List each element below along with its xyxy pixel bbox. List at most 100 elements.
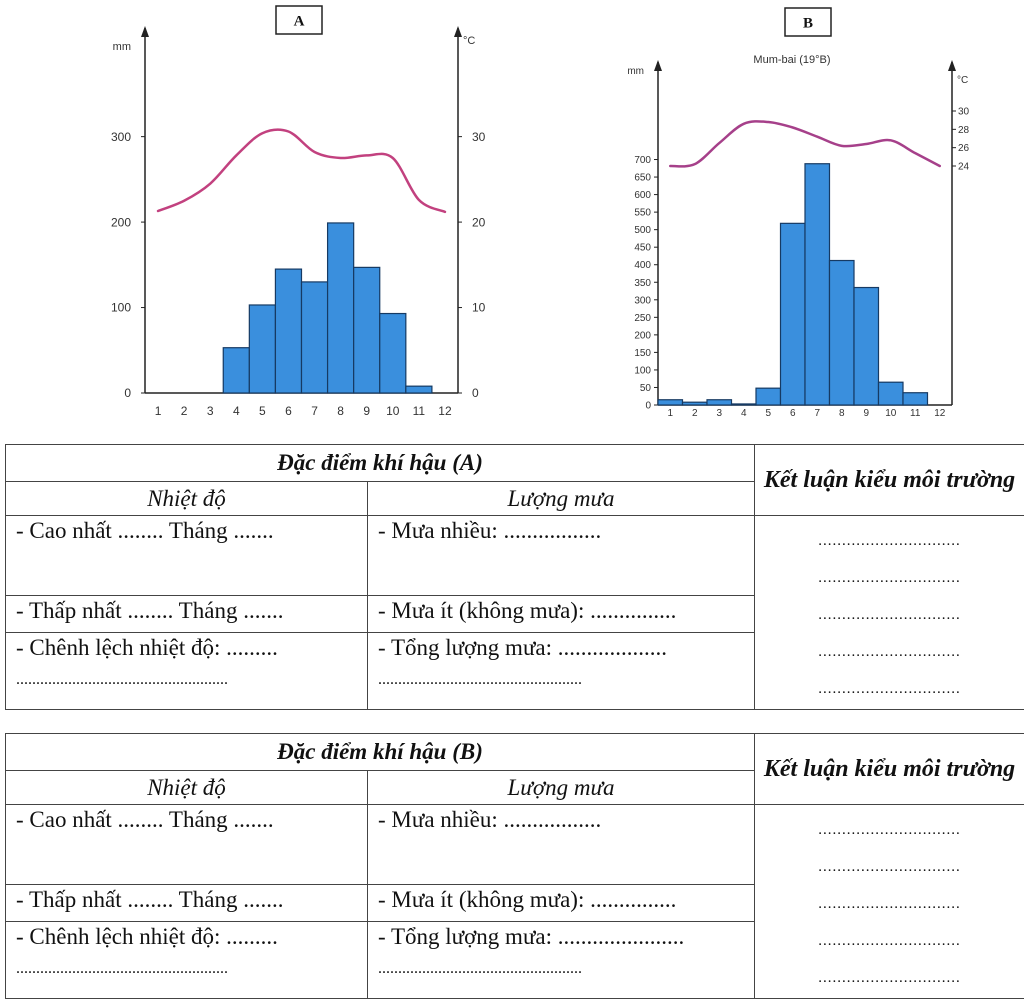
rainfall-header: Lượng mưa bbox=[366, 770, 756, 805]
right-axis-arrow bbox=[948, 60, 956, 71]
month-label: 4 bbox=[741, 408, 747, 419]
rainfall-bar bbox=[681, 401, 708, 406]
month-label: 8 bbox=[839, 408, 845, 419]
rain-total-cell: - Tổng lượng mưa: ......................… bbox=[366, 920, 756, 999]
rain-total-dots: ........................................… bbox=[378, 670, 582, 688]
table-title: Đặc điểm khí hậu (A) bbox=[4, 444, 756, 482]
rainfall-bar bbox=[326, 222, 355, 394]
temp-diff-text: - Chênh lệch nhiệt độ: ......... bbox=[16, 923, 278, 949]
answer-line: .............................. bbox=[818, 859, 961, 875]
rain-total-text: - Tổng lượng mưa: ................... bbox=[378, 634, 668, 660]
left-tick-label: 100 bbox=[111, 301, 131, 315]
temp-diff-cell: - Chênh lệch nhiệt độ: ......... .......… bbox=[5, 631, 368, 711]
rain-max-text: - Mưa nhiều: ................. bbox=[378, 807, 602, 832]
temp-min-cell: - Thấp nhất ........ Tháng ....... bbox=[5, 883, 368, 922]
left-tick-label: 650 bbox=[634, 173, 651, 184]
month-label: 9 bbox=[363, 404, 370, 418]
month-label: 4 bbox=[233, 404, 240, 418]
conclusion-header: Kết luận kiểu môi trường bbox=[754, 444, 1024, 516]
left-tick-label: 200 bbox=[111, 215, 131, 229]
rainfall-bar bbox=[902, 392, 929, 406]
rainfall-bar bbox=[730, 403, 757, 406]
conclusion-answer-cell: .............................. .........… bbox=[754, 515, 1024, 710]
month-label: 3 bbox=[716, 408, 722, 419]
month-label: 10 bbox=[386, 404, 400, 418]
month-label: 12 bbox=[438, 404, 452, 418]
climate-table-a: Đặc điểm khí hậu (A) Kết luận kiểu môi t… bbox=[4, 444, 1024, 711]
left-tick-label: 550 bbox=[634, 208, 651, 219]
rainfall-bar bbox=[755, 387, 782, 406]
month-label: 8 bbox=[337, 404, 344, 418]
temperature-header: Nhiệt độ bbox=[5, 481, 368, 516]
rainfall-bar bbox=[779, 222, 806, 406]
month-label: 7 bbox=[814, 408, 820, 419]
rainfall-bar bbox=[804, 163, 831, 406]
month-label: 3 bbox=[207, 404, 214, 418]
left-tick-label: 350 bbox=[634, 278, 651, 289]
rainfall-bar bbox=[274, 268, 303, 394]
rainfall-bar bbox=[248, 304, 277, 394]
rain-total-cell: - Tổng lượng mưa: ................... ..… bbox=[366, 631, 756, 711]
left-tick-label: 50 bbox=[640, 383, 652, 394]
chart-title: B bbox=[803, 16, 813, 32]
month-label: 12 bbox=[934, 408, 946, 419]
left-tick-label: 150 bbox=[634, 348, 651, 359]
rain-total-text: - Tổng lượng mưa: ...................... bbox=[378, 923, 685, 949]
rainfall-bar bbox=[353, 266, 381, 394]
month-label: 5 bbox=[765, 408, 771, 419]
left-tick-label: 100 bbox=[634, 365, 651, 376]
rain-max-cell: - Mưa nhiều: ................. bbox=[366, 804, 756, 885]
right-tick-label: 10 bbox=[472, 301, 486, 315]
right-tick-label: 20 bbox=[472, 215, 486, 229]
month-label: 9 bbox=[863, 408, 869, 419]
month-label: 6 bbox=[285, 404, 292, 418]
rainfall-bar bbox=[828, 259, 855, 406]
left-axis-unit: mm bbox=[113, 41, 131, 53]
chart-title-box bbox=[784, 7, 832, 37]
right-tick-label: 30 bbox=[958, 107, 970, 118]
month-label: 2 bbox=[181, 404, 188, 418]
left-tick-label: 300 bbox=[111, 130, 131, 144]
answer-line: .............................. bbox=[818, 644, 961, 660]
rainfall-bar bbox=[877, 381, 904, 406]
answer-line: .............................. bbox=[818, 570, 961, 586]
temperature-line bbox=[156, 128, 447, 214]
rainfall-bar bbox=[300, 281, 329, 394]
answer-line: .............................. bbox=[818, 970, 961, 986]
temp-max-text: - Cao nhất ........ Tháng ....... bbox=[16, 807, 274, 832]
month-label: 10 bbox=[885, 408, 897, 419]
temp-min-cell: - Thấp nhất ........ Tháng ....... bbox=[5, 594, 368, 633]
month-label: 1 bbox=[155, 404, 162, 418]
rainfall-bar bbox=[379, 312, 407, 394]
temperature-line bbox=[669, 120, 941, 168]
answer-line: .............................. bbox=[818, 607, 961, 623]
rain-total-dots: ........................................… bbox=[378, 959, 582, 977]
right-axis-arrow bbox=[454, 26, 462, 37]
temp-diff-text: - Chênh lệch nhiệt độ: ......... bbox=[16, 634, 278, 660]
right-tick-label: 30 bbox=[472, 130, 486, 144]
conclusion-answer-cell: .............................. .........… bbox=[754, 804, 1024, 999]
right-tick-label: 26 bbox=[958, 143, 970, 154]
rain-max-text: - Mưa nhiều: ................. bbox=[378, 518, 602, 543]
temp-max-cell: - Cao nhất ........ Tháng ....... bbox=[5, 804, 368, 885]
rainfall-bar bbox=[405, 385, 433, 394]
left-tick-label: 450 bbox=[634, 243, 651, 254]
temp-diff-cell: - Chênh lệch nhiệt độ: ......... .......… bbox=[5, 920, 368, 999]
answer-line: .............................. bbox=[818, 896, 961, 912]
temp-max-text: - Cao nhất ........ Tháng ....... bbox=[16, 518, 274, 543]
right-tick-label: 0 bbox=[472, 386, 479, 400]
rain-max-cell: - Mưa nhiều: ................. bbox=[366, 515, 756, 596]
left-tick-label: 500 bbox=[634, 225, 651, 236]
temp-diff-dots: ........................................… bbox=[16, 670, 228, 688]
rain-min-text: - Mưa ít (không mưa): ............... bbox=[378, 886, 677, 912]
left-axis-arrow bbox=[654, 60, 662, 71]
left-tick-label: 0 bbox=[645, 401, 651, 412]
left-tick-label: 200 bbox=[634, 330, 651, 341]
rain-min-cell: - Mưa ít (không mưa): ............... bbox=[366, 594, 756, 633]
right-axis-unit: °C bbox=[463, 35, 475, 47]
left-tick-label: 700 bbox=[634, 155, 651, 166]
month-label: 2 bbox=[692, 408, 698, 419]
right-axis-unit: °C bbox=[957, 75, 968, 86]
chart-title-box bbox=[275, 5, 323, 35]
